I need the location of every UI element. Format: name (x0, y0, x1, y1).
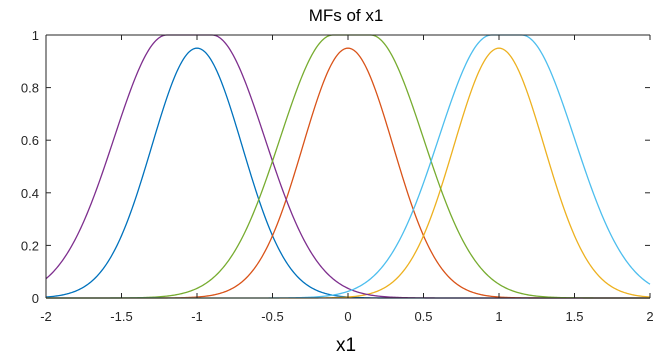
y-tick-label: 0 (32, 291, 39, 306)
chart-title: MFs of x1 (309, 6, 384, 25)
plot-area: -2 -1.5 -1 -0.5 0 0.5 1 1.5 2 0 0.2 0.4 0.6 0.8 1 (21, 28, 653, 324)
x-tick-label: -1 (191, 309, 203, 324)
x-tick-label: -1.5 (110, 309, 132, 324)
x-tick-label: 0.5 (414, 309, 432, 324)
y-tick-label: 0.8 (21, 81, 39, 96)
x-tick-label: 1 (495, 309, 502, 324)
y-tick-label: 0.4 (21, 186, 39, 201)
plot-background (46, 35, 650, 298)
y-tick-label: 0.2 (21, 238, 39, 253)
y-tick-label: 1 (32, 28, 39, 43)
y-tick-label: 0.6 (21, 133, 39, 148)
x-tick-label: -0.5 (261, 309, 283, 324)
x-tick-label: 0 (344, 309, 351, 324)
x-axis-label: x1 (336, 335, 356, 356)
x-tick-label: -2 (40, 309, 52, 324)
x-tick-label: 2 (646, 309, 653, 324)
x-tick-label: 1.5 (565, 309, 583, 324)
